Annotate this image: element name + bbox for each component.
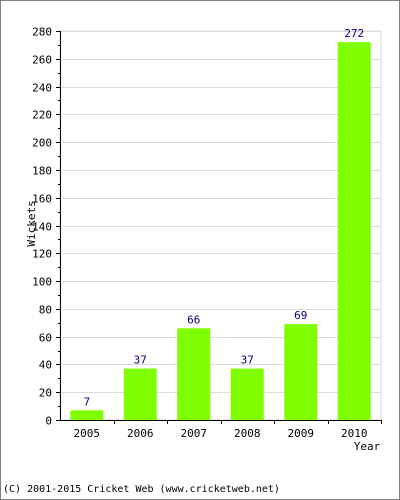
x-tick-label: 2009: [288, 427, 315, 440]
data-label-2009: 69: [294, 309, 307, 322]
data-label-2010: 272: [344, 27, 364, 40]
bar-2010: [337, 42, 371, 420]
y-tick-label: 280: [32, 26, 52, 39]
bar-2007: [177, 328, 211, 420]
y-tick-label: 120: [32, 248, 52, 261]
bar-2005: [70, 410, 104, 420]
x-tick-label: 2006: [127, 427, 154, 440]
data-label-2006: 37: [134, 354, 147, 367]
data-label-2008: 37: [241, 354, 254, 367]
bar-2009: [284, 324, 318, 420]
y-tick-label: 160: [32, 193, 52, 206]
y-tick-label: 180: [32, 165, 52, 178]
plot-area: [59, 30, 382, 421]
y-tick-label: 200: [32, 137, 52, 150]
y-tick-label: 60: [39, 332, 52, 345]
x-tick-label: 2008: [234, 427, 261, 440]
bar-2008: [230, 368, 264, 420]
grid-lines: [59, 30, 382, 421]
y-tick-label: 240: [32, 82, 52, 95]
y-tick-label: 140: [32, 221, 52, 234]
x-tick-label: 2010: [341, 427, 368, 440]
y-tick-label: 220: [32, 109, 52, 122]
y-axis-title: Wickets: [25, 200, 38, 246]
y-tick-label: 0: [45, 415, 52, 428]
y-tick-label: 260: [32, 54, 52, 67]
x-tick-labels: 2005 2006 2007 2008 2009 2010: [74, 427, 368, 440]
bars: [70, 42, 371, 420]
axes: [56, 31, 382, 424]
x-axis-title: Year: [354, 440, 381, 453]
data-labels: 7 37 66 37 69 272: [83, 27, 364, 408]
data-label-2005: 7: [83, 395, 90, 408]
x-tick-label: 2007: [181, 427, 208, 440]
y-tick-labels: 0 20 40 60 80 100 120 140 160 180 200 220 240 260 280: [32, 26, 52, 428]
data-label-2007: 66: [187, 313, 200, 326]
bar-2006: [123, 368, 157, 420]
y-tick-label: 20: [39, 387, 52, 400]
y-tick-label: 80: [39, 304, 52, 317]
copyright-text: (C) 2001-2015 Cricket Web (www.cricketwe…: [3, 484, 280, 495]
y-tick-label: 40: [39, 359, 52, 372]
y-tick-label: 100: [32, 276, 52, 289]
x-tick-label: 2005: [74, 427, 101, 440]
